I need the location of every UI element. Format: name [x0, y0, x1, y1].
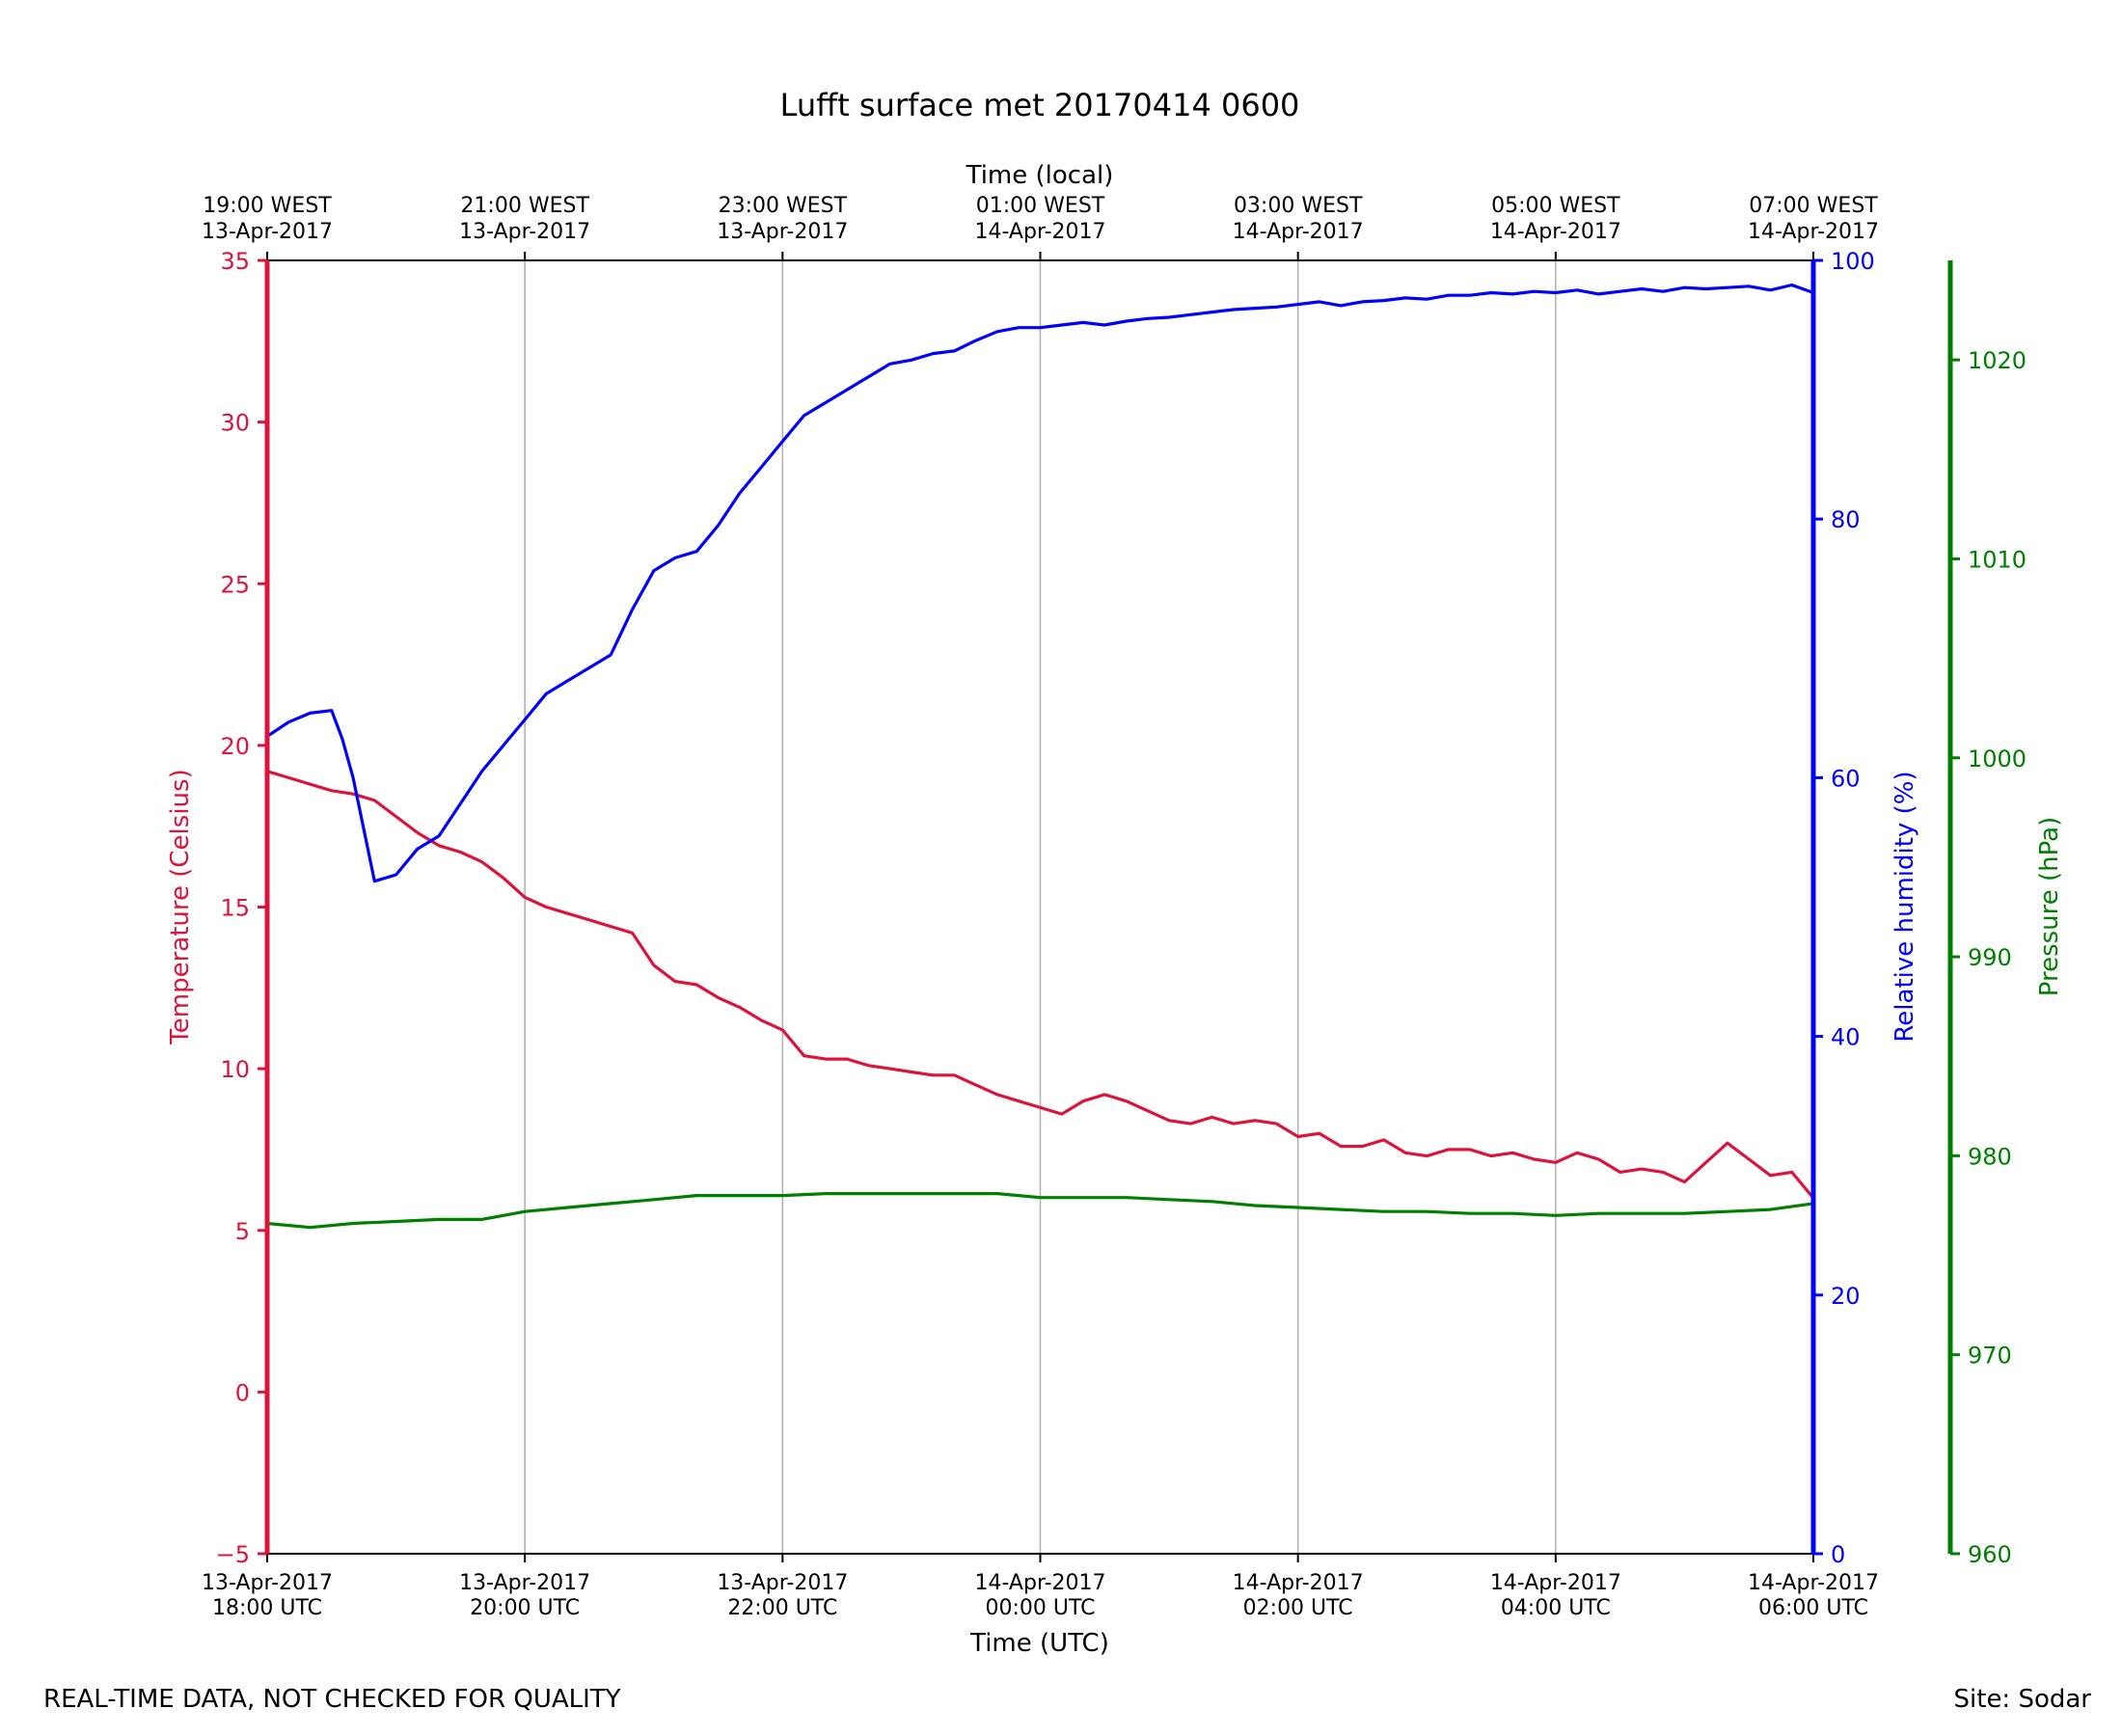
- axis-tick-label: 60: [1831, 765, 1861, 792]
- x-tick-label: 20:00 UTC: [470, 1596, 580, 1620]
- x-tick-label: 14-Apr-2017: [1748, 1571, 1879, 1595]
- quality-disclaimer: REAL-TIME DATA, NOT CHECKED FOR QUALITY: [43, 1685, 621, 1714]
- axis-tick-label: 10: [220, 1056, 250, 1083]
- top-tick-label: 14-Apr-2017: [1490, 220, 1621, 244]
- axis-tick-label: 0: [1831, 1541, 1845, 1568]
- temperature-axis: −5 0 5 10 15 20 25 30 35: [216, 248, 270, 1568]
- x-tick-label: 22:00 UTC: [727, 1596, 837, 1620]
- x-tick-label: 13-Apr-2017: [459, 1571, 590, 1595]
- axis-tick-label: 1010: [1968, 546, 2027, 573]
- axis-tick-label: 990: [1968, 944, 2012, 971]
- site-label: Site: Sodar: [1953, 1685, 2091, 1714]
- top-tick-label: 14-Apr-2017: [1748, 220, 1879, 244]
- axis-tick-label: 0: [235, 1379, 250, 1406]
- x-tick-label: 14-Apr-2017: [1233, 1571, 1364, 1595]
- axis-tick-label: 1020: [1968, 347, 2027, 374]
- x-tick-label: 14-Apr-2017: [1490, 1571, 1621, 1595]
- top-tick-label: 21:00 WEST: [460, 194, 589, 218]
- humidity-axis-label: Relative humidity (%): [1891, 771, 1919, 1042]
- axis-tick-label: 35: [220, 248, 250, 275]
- axis-tick-label: 20: [1831, 1283, 1861, 1310]
- chart-title: Lufft surface met 20170414 0600: [780, 87, 1300, 123]
- axis-tick-label: 970: [1968, 1343, 2012, 1370]
- axis-tick-label: 20: [220, 733, 250, 760]
- axis-tick-label: 15: [220, 895, 250, 922]
- top-tick-label: 13-Apr-2017: [202, 220, 333, 244]
- axis-tick-label: 40: [1831, 1024, 1861, 1051]
- top-tick-label: 14-Apr-2017: [974, 220, 1105, 244]
- axis-tick-label: 960: [1968, 1541, 2012, 1568]
- top-tick-label: 01:00 WEST: [976, 194, 1105, 218]
- x-tick-label: 18:00 UTC: [212, 1596, 322, 1620]
- temperature-axis-label: Temperature (Celsius): [166, 769, 195, 1044]
- axis-tick-label: 980: [1968, 1143, 2012, 1170]
- top-tick-label: 13-Apr-2017: [459, 220, 590, 244]
- x-tick-label: 13-Apr-2017: [717, 1571, 848, 1595]
- pressure-axis-label: Pressure (hPa): [2035, 817, 2064, 997]
- rh-series-line: [266, 283, 1814, 883]
- humidity-axis: 0 20 40 60 80 100: [1810, 248, 1875, 1568]
- axis-tick-label: 30: [220, 410, 250, 437]
- x-tick-label: 00:00 UTC: [985, 1596, 1095, 1620]
- x-tick-label: 04:00 UTC: [1501, 1596, 1611, 1620]
- grid-lines: [524, 260, 1557, 1554]
- top-tick-label: 19:00 WEST: [203, 194, 332, 218]
- top-tick-label: 23:00 WEST: [719, 194, 848, 218]
- axis-tick-label: 80: [1831, 506, 1861, 533]
- bottom-axis-label: Time (UTC): [969, 1629, 1109, 1658]
- axis-tick-label: 1000: [1968, 746, 2027, 773]
- temp-series-line: [266, 770, 1815, 1200]
- x-tick-label: 14-Apr-2017: [974, 1571, 1105, 1595]
- pres-series-line: [266, 1191, 1814, 1230]
- pressure-axis: 960 970 980 990 1000 1010 1020: [1947, 260, 2027, 1568]
- top-tick-label: 03:00 WEST: [1234, 194, 1363, 218]
- axis-tick-label: 100: [1831, 248, 1875, 275]
- top-tick-label: 05:00 WEST: [1491, 194, 1620, 218]
- top-tick-label: 07:00 WEST: [1749, 194, 1878, 218]
- axis-tick-label: −5: [216, 1541, 250, 1568]
- x-tick-label: 13-Apr-2017: [202, 1571, 333, 1595]
- series-layer: [266, 283, 1815, 1230]
- top-tick-label: 14-Apr-2017: [1233, 220, 1364, 244]
- axis-tick-label: 25: [220, 571, 250, 598]
- top-axis-label: Time (local): [966, 161, 1114, 190]
- axis-tick-label: 5: [235, 1218, 250, 1245]
- top-tick-label: 13-Apr-2017: [717, 220, 848, 244]
- x-tick-label: 02:00 UTC: [1243, 1596, 1353, 1620]
- x-tick-label: 06:00 UTC: [1758, 1596, 1868, 1620]
